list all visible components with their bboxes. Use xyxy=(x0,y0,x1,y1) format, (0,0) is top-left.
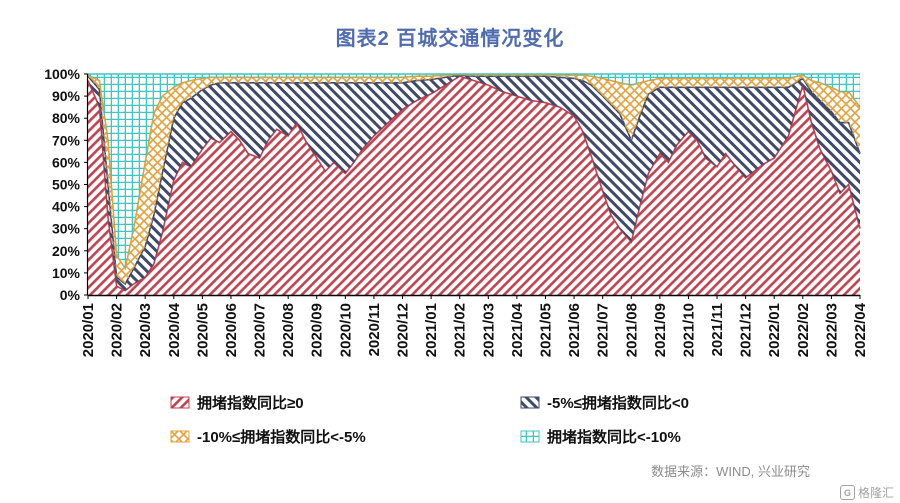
legend-label: 拥堵指数同比<-10% xyxy=(547,429,681,446)
svg-text:2022/04: 2022/04 xyxy=(852,302,869,357)
svg-text:2020/12: 2020/12 xyxy=(395,303,412,357)
svg-text:2020/01: 2020/01 xyxy=(80,303,97,357)
legend-item-orange: -10%≤拥堵指数同比<-5% xyxy=(170,426,520,447)
svg-text:90%: 90% xyxy=(52,88,81,104)
svg-text:2020/11: 2020/11 xyxy=(366,303,383,356)
svg-text:2020/05: 2020/05 xyxy=(194,303,211,357)
svg-text:20%: 20% xyxy=(52,243,81,259)
svg-text:0%: 0% xyxy=(60,287,81,303)
svg-text:2021/09: 2021/09 xyxy=(652,303,669,357)
svg-text:10%: 10% xyxy=(52,265,81,281)
svg-text:30%: 30% xyxy=(52,221,81,237)
y-axis-labels: 0% 10% 20% 30% 40% 50% 60% 70% 80% 90% 100% xyxy=(44,66,88,303)
svg-text:70%: 70% xyxy=(52,132,81,148)
svg-text:2021/08: 2021/08 xyxy=(623,303,640,357)
svg-text:2020/03: 2020/03 xyxy=(137,303,154,357)
legend-label: 拥堵指数同比≥0 xyxy=(197,395,304,412)
chart-area-bands xyxy=(87,73,861,295)
svg-text:2021/10: 2021/10 xyxy=(680,303,697,357)
svg-text:80%: 80% xyxy=(52,110,81,126)
legend-label: -5%≤拥堵指数同比<0 xyxy=(547,395,690,412)
svg-text:2021/04: 2021/04 xyxy=(509,302,526,357)
svg-text:2022/03: 2022/03 xyxy=(823,303,840,357)
legend-label: -10%≤拥堵指数同比<-5% xyxy=(197,429,366,446)
svg-text:60%: 60% xyxy=(52,154,81,170)
cyan-grid-swatch-icon xyxy=(520,430,540,443)
svg-text:2021/01: 2021/01 xyxy=(423,303,440,357)
legend-item-navy: -5%≤拥堵指数同比<0 xyxy=(520,392,900,413)
gelonghui-logo-text: 格隆汇 xyxy=(857,486,894,500)
svg-text:100%: 100% xyxy=(44,66,80,82)
svg-text:2020/02: 2020/02 xyxy=(109,303,126,357)
svg-text:2020/10: 2020/10 xyxy=(337,303,354,357)
chart-title: 图表2 百城交通情况变化 xyxy=(335,28,565,50)
svg-text:2021/12: 2021/12 xyxy=(738,303,755,357)
svg-text:2021/06: 2021/06 xyxy=(566,303,583,357)
legend-item-cyan: 拥堵指数同比<-10% xyxy=(520,426,900,447)
svg-text:40%: 40% xyxy=(52,199,81,215)
red-hatch-swatch-icon xyxy=(170,396,190,409)
svg-text:2021/03: 2021/03 xyxy=(480,303,497,357)
stacked-area-chart: 0% 10% 20% 30% 40% 50% 60% 70% 80% 90% 100% 2020/0… xyxy=(44,66,869,357)
svg-text:2022/02: 2022/02 xyxy=(795,303,812,357)
gelonghui-logo-icon: G xyxy=(839,485,855,500)
chart-legend: 拥堵指数同比≥0 -5%≤拥堵指数同比<0 -10%≤拥堵指数同比<-5% 拥堵… xyxy=(170,392,900,447)
svg-text:2020/09: 2020/09 xyxy=(309,303,326,357)
svg-text:2021/07: 2021/07 xyxy=(595,303,612,357)
svg-text:2022/01: 2022/01 xyxy=(766,303,783,357)
data-source: 数据来源：WIND, 兴业研究 xyxy=(651,464,810,479)
gelonghui-logo: G 格隆汇 xyxy=(839,484,894,501)
svg-text:2020/08: 2020/08 xyxy=(280,303,297,357)
svg-text:2021/05: 2021/05 xyxy=(537,303,554,357)
svg-text:2021/02: 2021/02 xyxy=(452,303,469,357)
svg-text:50%: 50% xyxy=(52,177,81,193)
svg-text:2020/07: 2020/07 xyxy=(252,303,269,357)
orange-crosshatch-swatch-icon xyxy=(170,430,190,443)
legend-item-red: 拥堵指数同比≥0 xyxy=(170,392,520,413)
svg-text:2020/04: 2020/04 xyxy=(166,302,183,357)
svg-text:2020/06: 2020/06 xyxy=(223,303,240,357)
navy-hatch-swatch-icon xyxy=(520,396,540,409)
svg-text:2021/11: 2021/11 xyxy=(709,303,726,356)
x-axis-labels: 2020/01 2020/02 2020/03 2020/04 2020/05 2020/… xyxy=(80,295,869,357)
